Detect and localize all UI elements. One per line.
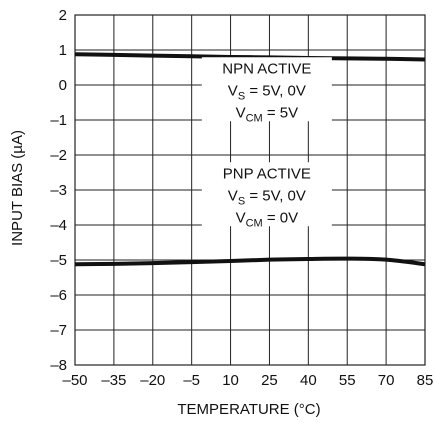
annotation-line: VCM = 5V — [236, 104, 299, 124]
x-tick-label: –35 — [101, 372, 126, 389]
annotation-line: NPN ACTIVE — [222, 60, 311, 77]
x-tick-label: 40 — [300, 372, 317, 389]
y-tick-label: –8 — [50, 357, 67, 374]
annotation-line: VS = 5V, 0V — [228, 82, 306, 102]
x-tick-label: 55 — [339, 372, 356, 389]
y-tick-label: 2 — [59, 7, 67, 24]
annotation-line: VS = 5V, 0V — [228, 187, 306, 207]
x-tick-label: 70 — [378, 372, 395, 389]
x-tick-label: –20 — [140, 372, 165, 389]
x-tick-label: –50 — [62, 372, 87, 389]
annotation-line: VCM = 0V — [236, 209, 299, 229]
y-tick-label: –3 — [50, 182, 67, 199]
y-tick-label: 1 — [59, 42, 67, 59]
x-tick-label: 25 — [261, 372, 278, 389]
y-tick-label: –6 — [50, 287, 67, 304]
x-axis-title: TEMPERATURE (°C) — [177, 401, 320, 418]
data-series — [74, 52, 426, 267]
y-tick-label: –4 — [50, 217, 67, 234]
y-tick-label: 0 — [59, 77, 67, 94]
annotation-line: PNP ACTIVE — [223, 165, 311, 182]
y-tick-label: –1 — [50, 112, 67, 129]
annotation-background — [201, 162, 332, 227]
plot-frame — [74, 14, 426, 366]
x-tick-label: 10 — [222, 372, 239, 389]
y-tick-label: –2 — [50, 147, 67, 164]
series-line-1 — [74, 256, 426, 267]
y-tick-label: –5 — [50, 252, 67, 269]
x-tick-label: 85 — [417, 372, 434, 389]
x-tick-label: –5 — [183, 372, 200, 389]
y-tick-label: –7 — [50, 322, 67, 339]
series-line-0 — [74, 52, 426, 62]
tick-labels: –50 –35 –20 –5 10 25 40 55 70 85210–1–2–3–4–5–6–7… — [50, 7, 433, 389]
y-axis-title: INPUT BIAS (µA) — [9, 130, 26, 246]
annotation-background — [201, 57, 332, 122]
